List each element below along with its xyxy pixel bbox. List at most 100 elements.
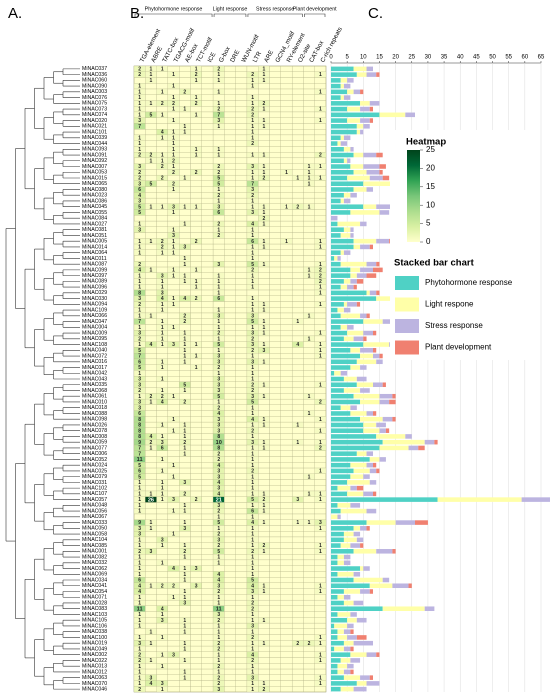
- cell-value: 3: [138, 405, 141, 411]
- legend-label: Stress response: [425, 321, 483, 330]
- cell-value: 2: [217, 543, 220, 549]
- bar-segment: [331, 124, 357, 129]
- cell-value: 2: [217, 509, 220, 515]
- cell-value: 1: [251, 302, 254, 308]
- gene-label: MiNAC064: [82, 250, 107, 256]
- gene-label: MiNAC018: [82, 405, 107, 411]
- legend-label: Phytohormone response: [425, 278, 513, 287]
- bar-segment: [350, 365, 361, 370]
- cell-value: 2: [296, 641, 299, 647]
- bar-segment: [331, 405, 341, 410]
- cell-value: 1: [195, 95, 198, 101]
- bar-segment: [337, 221, 361, 227]
- cell-value: 3: [161, 440, 164, 446]
- cell-value: 2: [183, 313, 186, 319]
- cell-value: 1: [319, 417, 322, 423]
- cell-value: 2: [251, 336, 254, 342]
- bar-segment: [424, 606, 435, 611]
- cell-value: 11: [137, 457, 143, 463]
- cell-value: 1: [251, 423, 254, 429]
- cell-value: 2: [319, 273, 322, 279]
- cell-value: 1: [251, 153, 254, 159]
- cell-value: 1: [161, 365, 164, 371]
- bar-segment: [376, 359, 383, 365]
- cell-value: 1: [183, 543, 186, 549]
- gene-label: MiNAC083: [82, 606, 107, 612]
- cell-value: 1: [217, 319, 220, 325]
- gene-label: MiNAC079: [82, 474, 107, 480]
- cell-value: 3: [150, 675, 153, 681]
- cell-value: 6: [138, 411, 141, 417]
- cell-value: 1: [217, 560, 220, 566]
- gene-label: MiNAC075: [82, 101, 107, 107]
- bar-segment: [337, 514, 341, 520]
- bar-segment: [350, 411, 367, 416]
- bar-segment: [369, 290, 377, 296]
- cell-value: 1: [262, 78, 265, 84]
- bar-segment: [350, 348, 361, 353]
- x-tick-label: 20: [392, 55, 399, 61]
- cell-value: 1: [161, 153, 164, 159]
- cell-value: 1: [183, 434, 186, 440]
- bar-segment: [331, 336, 344, 342]
- bar-segment: [331, 503, 338, 508]
- bar-segment: [331, 577, 354, 583]
- cell-value: 4: [150, 681, 153, 687]
- bar-segment: [360, 244, 370, 250]
- bar-segment: [382, 439, 425, 445]
- cell-value: 1: [138, 491, 141, 497]
- cell-value: 1: [319, 382, 322, 388]
- bar-segment: [340, 370, 348, 376]
- gene-label: MiNAC036: [82, 72, 107, 78]
- cell-value: 1: [285, 239, 288, 245]
- cell-value: 1: [319, 245, 322, 251]
- gene-label: MiNAC026: [82, 422, 107, 428]
- bar-segment: [343, 537, 357, 543]
- cell-value: 1: [308, 164, 311, 170]
- gene-label: MiNAC004: [82, 325, 107, 331]
- gene-label: MiNAC057: [82, 497, 107, 503]
- cell-value: 1: [319, 497, 322, 503]
- cell-value: 1: [172, 95, 175, 101]
- group-bracket: [213, 13, 247, 17]
- cell-value: 4: [161, 296, 164, 302]
- cell-value: 1: [251, 451, 254, 457]
- cell-value: 1: [319, 440, 322, 446]
- cell-value: 1: [251, 227, 254, 233]
- bar-segment: [363, 164, 380, 169]
- cell-value: 1: [251, 273, 254, 279]
- cell-value: 2: [138, 170, 141, 176]
- cell-value: 11: [216, 607, 222, 613]
- cell-value: 1: [251, 377, 254, 383]
- bar-segment: [379, 353, 383, 359]
- gene-label: MiNAC076: [82, 95, 107, 101]
- cell-value: 1: [138, 371, 141, 377]
- cell-value: 3: [217, 118, 220, 124]
- gene-label: MiNAC070: [82, 681, 107, 687]
- bar-segment: [331, 227, 344, 232]
- colorbar-tick-label: 10: [426, 200, 435, 209]
- gene-label: MiNAC008: [82, 434, 107, 440]
- cell-value: 1: [319, 239, 322, 245]
- bar-segment: [331, 531, 344, 537]
- cell-value: 1: [251, 256, 254, 262]
- cell-value: 2: [217, 164, 220, 170]
- bar-segment: [331, 411, 351, 416]
- bar-segment: [353, 600, 364, 606]
- cell-value: 3: [138, 199, 141, 205]
- bar-segment: [366, 508, 377, 514]
- bar-segment: [360, 353, 373, 359]
- cell-value: 4: [150, 434, 153, 440]
- cell-value: 2: [251, 268, 254, 274]
- cell-value: 3: [251, 440, 254, 446]
- gene-label: MiNAC003: [82, 89, 107, 95]
- bar-segment: [376, 434, 406, 439]
- cell-value: 1: [319, 262, 322, 268]
- cell-value: 1: [138, 245, 141, 251]
- cell-value: 1: [319, 302, 322, 308]
- bar-segment: [343, 531, 354, 537]
- cell-value: 3: [319, 520, 322, 526]
- cell-value: 1: [172, 325, 175, 331]
- cell-value: 1: [195, 78, 198, 84]
- cell-value: 2: [251, 658, 254, 664]
